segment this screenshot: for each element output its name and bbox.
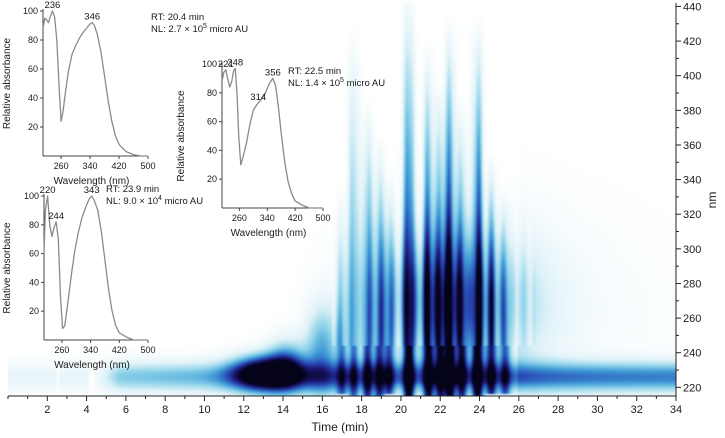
x-tick-label: 30 (591, 404, 603, 416)
y-tick-label: 400 (683, 71, 701, 83)
inset-y-tick-label: 80 (207, 88, 217, 98)
heatmap-image (8, 3, 676, 396)
x-tick-label: 10 (198, 404, 210, 416)
inset-y-tick-label: 20 (28, 122, 38, 132)
y-tick-label: 260 (683, 313, 701, 325)
x-tick-label: 32 (631, 404, 643, 416)
inset-y-tick-label: 40 (29, 277, 39, 287)
inset-x-tick-label: 340 (83, 345, 98, 355)
inset-x-tick-label: 260 (54, 161, 69, 171)
inset-x-tick-label: 420 (288, 213, 303, 223)
inset-x-axis-title: Wavelength (nm) (54, 176, 130, 187)
x-tick-label: 26 (513, 404, 525, 416)
inset-spectrum-1: 20 40 60 80 100 260 340 420 500 Wavelength (nm) Re… (2, 0, 248, 187)
x-tick-label: 16 (316, 404, 328, 416)
inset-x-tick-label: 500 (140, 345, 155, 355)
inset-normalization: NL: 9.0 × 104 micro AU (106, 195, 203, 207)
inset-x-tick-label: 260 (54, 345, 69, 355)
inset-x-tick-label: 500 (140, 161, 155, 171)
inset-peak-label: 244 (48, 211, 64, 222)
inset-y-axis-title: Relative absorbance (2, 37, 13, 129)
inset-y-tick-label: 40 (207, 145, 217, 155)
x-axis-title: Time (min) (312, 420, 369, 434)
inset-peak-label: 343 (84, 185, 100, 196)
inset-peak-label: 221 (218, 59, 234, 70)
inset-spectrum-line (42, 10, 148, 157)
inset-x-axis-title: Wavelength (nm) (231, 228, 307, 239)
y-tick-label: 220 (683, 382, 701, 394)
inset-y-tick-label: 100 (24, 191, 39, 201)
inset-y-tick-label: 80 (28, 35, 38, 45)
inset-retention-time: RT: 20.4 min (151, 12, 204, 23)
inset-x-tick-label: 340 (260, 213, 275, 223)
inset-peak-label: 346 (84, 12, 100, 23)
inset-spectrum-line (43, 195, 148, 341)
x-tick-label: 14 (277, 404, 289, 416)
inset-y-tick-label: 80 (29, 220, 39, 230)
x-tick-label: 22 (434, 404, 446, 416)
inset-normalization: NL: 1.4 × 105 micro AU (288, 77, 385, 89)
inset-peak-label: 220 (40, 185, 56, 196)
inset-x-axis-title: Wavelength (nm) (54, 360, 130, 371)
inset-x-tick-label: 260 (232, 213, 247, 223)
x-tick-label: 4 (84, 404, 90, 416)
heatmap-axes: 2 4 6 8 10 12 14 16 18 20 22 24 26 28 30 32 342202402602… (7, 1, 701, 416)
y-tick-label: 380 (683, 105, 701, 117)
inset-x-tick-label: 420 (112, 161, 127, 171)
inset-x-tick-label: 340 (83, 161, 98, 171)
inset-y-axis-title: Relative absorbance (176, 90, 187, 182)
y-tick-label: 440 (683, 1, 701, 13)
inset-y-tick-label: 20 (29, 306, 39, 316)
y-tick-label: 300 (683, 244, 701, 256)
x-tick-label: 18 (356, 404, 368, 416)
inset-normalization: NL: 2.7 × 105 micro AU (151, 23, 248, 35)
inset-peak-label: 236 (44, 0, 60, 11)
y-tick-label: 360 (683, 140, 701, 152)
inset-retention-time: RT: 23.9 min (106, 184, 159, 195)
heatmap-plot: 2 4 6 8 10 12 14 16 18 20 22 24 26 28 30 32 342202402602… (7, 1, 719, 434)
inset-x-tick-label: 500 (315, 213, 330, 223)
inset-spectrum-3: 20 40 60 80 100 260 340 420 500 Wavelength (nm) Re… (2, 184, 203, 371)
y-tick-label: 280 (683, 278, 701, 290)
x-tick-label: 28 (552, 404, 564, 416)
inset-peak-label: 356 (265, 67, 281, 78)
inset-y-tick-label: 20 (207, 174, 217, 184)
x-tick-label: 24 (473, 404, 485, 416)
inset-y-tick-label: 100 (202, 59, 217, 69)
inset-y-tick-label: 60 (28, 64, 38, 74)
x-tick-label: 34 (670, 404, 682, 416)
inset-y-tick-label: 100 (23, 6, 38, 16)
inset-y-tick-label: 60 (29, 249, 39, 259)
inset-retention-time: RT: 22.5 min (288, 66, 341, 77)
x-tick-label: 6 (123, 404, 129, 416)
inset-y-axis-title: Relative absorbance (2, 222, 13, 314)
x-tick-label: 12 (238, 404, 250, 416)
inset-peak-label: 314 (250, 92, 266, 103)
x-tick-label: 8 (162, 404, 168, 416)
inset-peak-label: 248 (227, 57, 243, 68)
inset-y-tick-label: 60 (207, 117, 217, 127)
y-tick-label: 320 (683, 209, 701, 221)
inset-x-tick-label: 420 (112, 345, 127, 355)
y-tick-label: 240 (683, 348, 701, 360)
y-tick-label: 420 (683, 36, 701, 48)
y-axis-title: nm (705, 192, 719, 209)
y-tick-label: 340 (683, 175, 701, 187)
inset-spectrum-2: 20 40 60 80 100 260 340 420 500 Wavelength (nm) Re… (176, 57, 385, 239)
x-tick-label: 20 (395, 404, 407, 416)
inset-spectrum-line (221, 67, 323, 209)
inset-y-tick-label: 40 (28, 93, 38, 103)
x-tick-label: 2 (44, 404, 50, 416)
